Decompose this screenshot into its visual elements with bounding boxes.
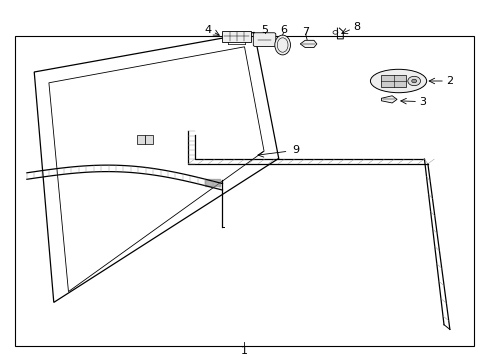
Text: 4: 4 — [204, 24, 211, 35]
Bar — [15, 36, 473, 346]
Text: 8: 8 — [353, 22, 360, 32]
Bar — [145, 135, 153, 144]
Polygon shape — [300, 40, 316, 48]
Text: 2: 2 — [446, 76, 452, 86]
Text: 7: 7 — [302, 27, 308, 37]
Polygon shape — [381, 96, 396, 103]
Text: 5: 5 — [261, 24, 267, 35]
Circle shape — [407, 76, 420, 86]
Circle shape — [411, 79, 416, 83]
Text: 6: 6 — [280, 24, 286, 35]
Bar — [222, 31, 250, 42]
Bar — [381, 75, 405, 87]
Ellipse shape — [274, 35, 290, 55]
Text: 1: 1 — [241, 346, 247, 356]
FancyBboxPatch shape — [253, 33, 275, 46]
Text: 9: 9 — [292, 145, 299, 155]
Bar — [137, 135, 144, 144]
Ellipse shape — [369, 69, 426, 93]
Text: 3: 3 — [419, 96, 426, 107]
